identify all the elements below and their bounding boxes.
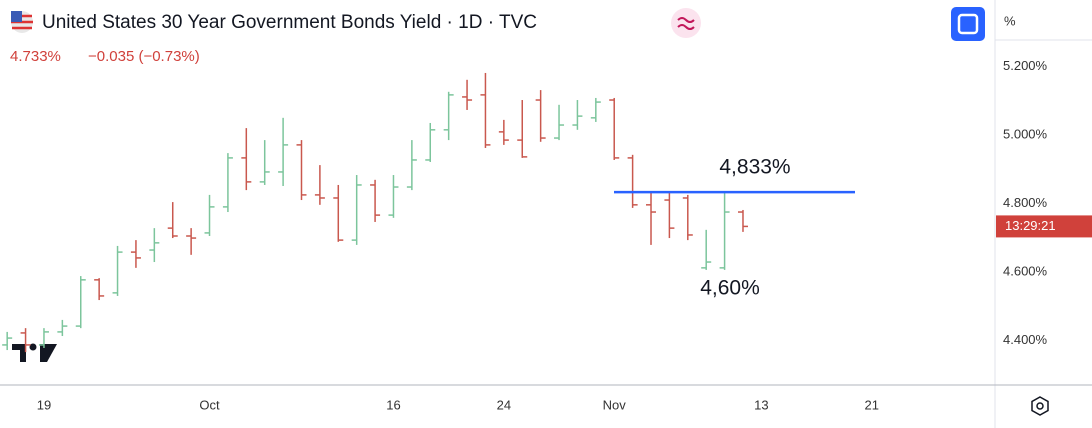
- settings-icon[interactable]: [1031, 396, 1049, 416]
- y-tick-label: 4.800%: [1003, 195, 1048, 210]
- x-tick-label: 13: [754, 397, 768, 412]
- x-tick-label: Oct: [199, 397, 220, 412]
- annotation: 4,60%: [700, 277, 760, 300]
- x-tick-label: 24: [497, 397, 511, 412]
- x-tick-label: Nov: [603, 397, 627, 412]
- y-tick-label: 5.000%: [1003, 126, 1048, 141]
- fullscreen-button[interactable]: [951, 7, 985, 41]
- x-tick-label: 19: [37, 397, 51, 412]
- countdown: 13:29:21: [1005, 218, 1056, 233]
- y-tick-label: 4.600%: [1003, 263, 1048, 278]
- flag-icon: [11, 11, 33, 33]
- x-tick-label: 16: [386, 397, 400, 412]
- price-change: −0.035 (−0.73%): [88, 48, 200, 65]
- y-tick-label: 5.200%: [1003, 58, 1048, 73]
- axis-unit: %: [1004, 13, 1016, 28]
- y-tick-label: 4.400%: [1003, 332, 1048, 347]
- countdown-box: [996, 215, 1092, 238]
- chart-title: United States 30 Year Government Bonds Y…: [42, 12, 537, 33]
- last-price: 4.733%: [10, 48, 61, 65]
- logo: [12, 343, 57, 362]
- compare-icon[interactable]: [671, 8, 701, 38]
- x-tick-label: 21: [865, 397, 879, 412]
- annotation: 4,833%: [719, 156, 790, 179]
